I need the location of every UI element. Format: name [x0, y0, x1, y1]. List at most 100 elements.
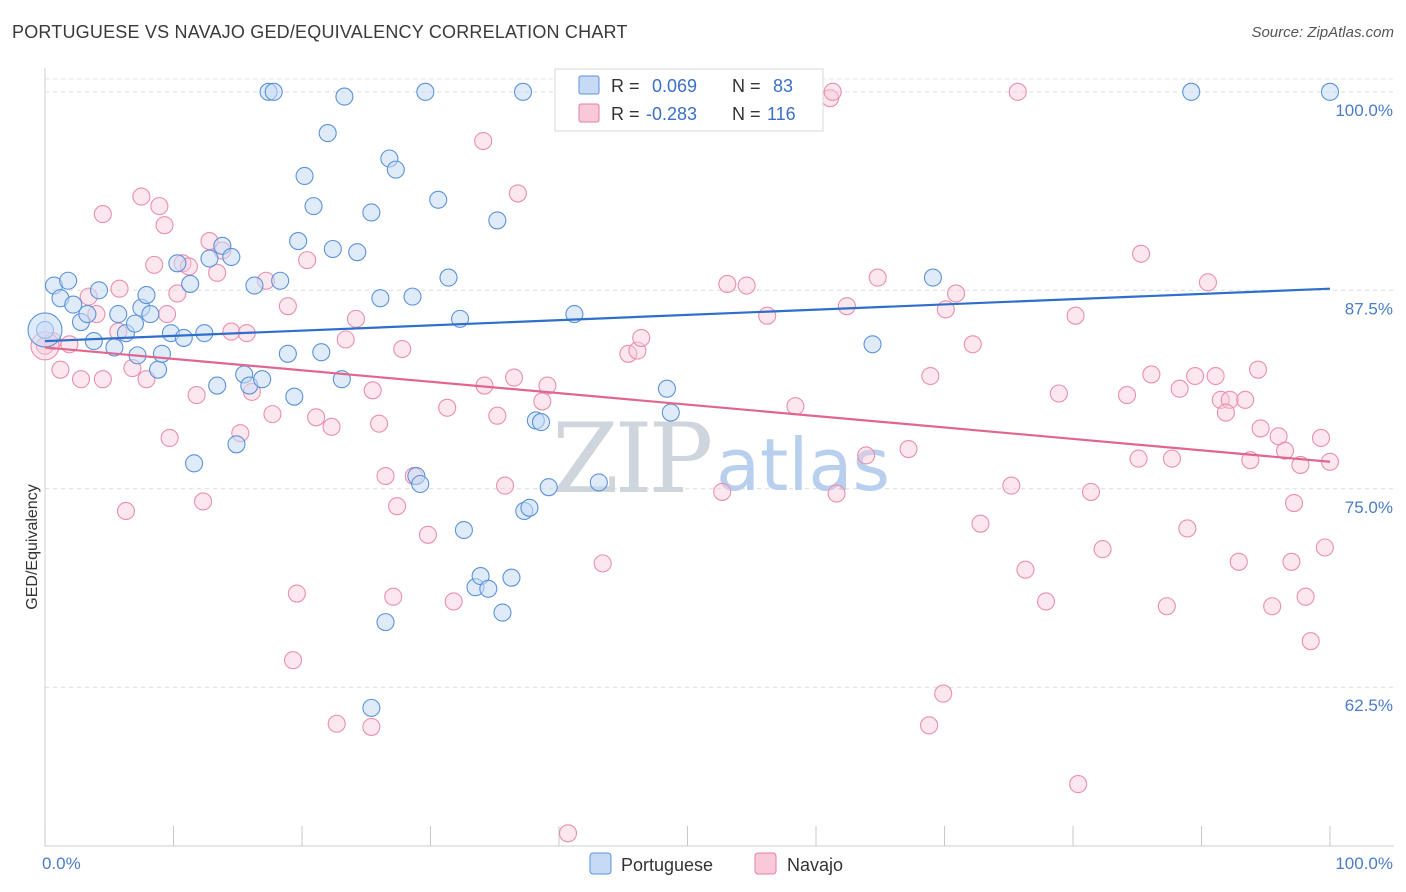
portuguese-point-large	[27, 312, 63, 348]
navajo-point	[307, 408, 326, 427]
navajo-point	[155, 216, 174, 235]
bottom-legend-navajo: Navajo	[787, 855, 843, 875]
navajo-point	[1284, 493, 1304, 513]
navajo-point	[837, 297, 856, 316]
portuguese-point	[362, 203, 381, 222]
navajo-point	[533, 392, 552, 411]
navajo-point	[1162, 449, 1181, 468]
portuguese-point	[513, 82, 533, 101]
navajo-point	[1036, 592, 1056, 611]
legend-n-portuguese: 83	[773, 76, 793, 96]
navajo-point	[1132, 244, 1151, 263]
navajo-point	[322, 417, 341, 436]
portuguese-point	[376, 613, 395, 632]
navajo-points	[30, 82, 1340, 843]
navajo-point	[1311, 428, 1331, 447]
navajo-point	[362, 717, 381, 736]
navajo-point	[593, 554, 612, 573]
y-tick-label: 100.0%	[1335, 101, 1393, 120]
navajo-point	[1216, 403, 1235, 422]
navajo-point	[1282, 552, 1301, 571]
portuguese-point	[137, 285, 156, 305]
navajo-point	[1301, 632, 1320, 651]
navajo-point	[283, 651, 303, 670]
portuguese-point	[454, 520, 473, 540]
navajo-point	[370, 414, 389, 433]
navajo-point	[1236, 390, 1255, 409]
navajo-point	[963, 335, 982, 354]
navajo-point	[718, 274, 737, 293]
y-tick-label: 87.5%	[1345, 299, 1393, 318]
portuguese-point	[493, 603, 512, 622]
portuguese-point	[539, 478, 558, 497]
navajo-point	[222, 322, 241, 341]
navajo-point	[504, 368, 524, 387]
navajo-point	[474, 131, 493, 151]
y-axis-label: GED/Equivalency	[24, 484, 41, 609]
navajo-point	[393, 339, 412, 359]
navajo-point	[1129, 449, 1148, 468]
navajo-point	[713, 482, 732, 501]
portuguese-point	[149, 360, 168, 379]
navajo-point	[327, 714, 346, 733]
portuguese-point	[429, 190, 448, 209]
series-legend: Portuguese Navajo	[589, 852, 843, 875]
portuguese-point	[318, 124, 337, 143]
navajo-point	[1186, 366, 1205, 386]
navajo-point	[488, 406, 507, 425]
navajo-point	[418, 525, 437, 544]
navajo-point	[298, 251, 317, 270]
legend-n-label: N =	[732, 76, 761, 96]
navajo-point	[1157, 597, 1176, 616]
portuguese-point	[84, 332, 103, 351]
y-tick-label: 75.0%	[1345, 498, 1393, 517]
portuguese-point	[168, 254, 187, 273]
portuguese-points	[27, 82, 1340, 717]
portuguese-point	[78, 305, 97, 324]
portuguese-point	[295, 166, 314, 186]
portuguese-point	[64, 295, 83, 314]
portuguese-point	[181, 274, 200, 293]
navajo-point	[1069, 775, 1088, 794]
navajo-point	[508, 184, 527, 203]
portuguese-point	[439, 268, 458, 287]
navajo-point	[538, 376, 557, 395]
navajo-point	[1251, 419, 1270, 438]
navajo-point	[921, 366, 940, 386]
portuguese-point	[323, 239, 342, 259]
navajo-trend-line	[44, 346, 1331, 463]
portuguese-point	[152, 344, 171, 363]
navajo-point	[495, 476, 515, 495]
portuguese-point	[371, 289, 390, 308]
portuguese-point	[348, 243, 367, 262]
portuguese-point	[312, 343, 331, 362]
navajo-point	[194, 492, 213, 511]
portuguese-point	[335, 87, 354, 106]
navajo-point	[51, 360, 70, 379]
navajo-point	[947, 284, 966, 303]
navajo-point	[1198, 273, 1217, 292]
bottom-legend-portuguese: Portuguese	[621, 855, 713, 875]
navajo-point	[346, 309, 366, 328]
navajo-point	[168, 284, 187, 303]
watermark-atlas: atlas	[716, 423, 890, 507]
portuguese-point	[227, 435, 246, 454]
navajo-point	[1117, 386, 1137, 405]
portuguese-point	[195, 324, 214, 343]
navajo-point	[160, 428, 179, 447]
navajo-point	[384, 587, 403, 606]
navajo-point	[388, 497, 407, 516]
navajo-point	[1049, 384, 1068, 403]
portuguese-point	[416, 82, 435, 101]
navajo-point	[823, 82, 842, 101]
navajo-point	[899, 440, 918, 459]
legend-swatch-portuguese	[578, 75, 600, 95]
navajo-point	[263, 405, 282, 424]
portuguese-point	[403, 287, 422, 306]
portuguese-point	[208, 376, 227, 395]
navajo-point	[1296, 587, 1315, 606]
portuguese-point	[253, 370, 272, 389]
legend-r-portuguese: 0.069	[652, 76, 697, 96]
watermark-zip: ZIP	[552, 403, 711, 515]
